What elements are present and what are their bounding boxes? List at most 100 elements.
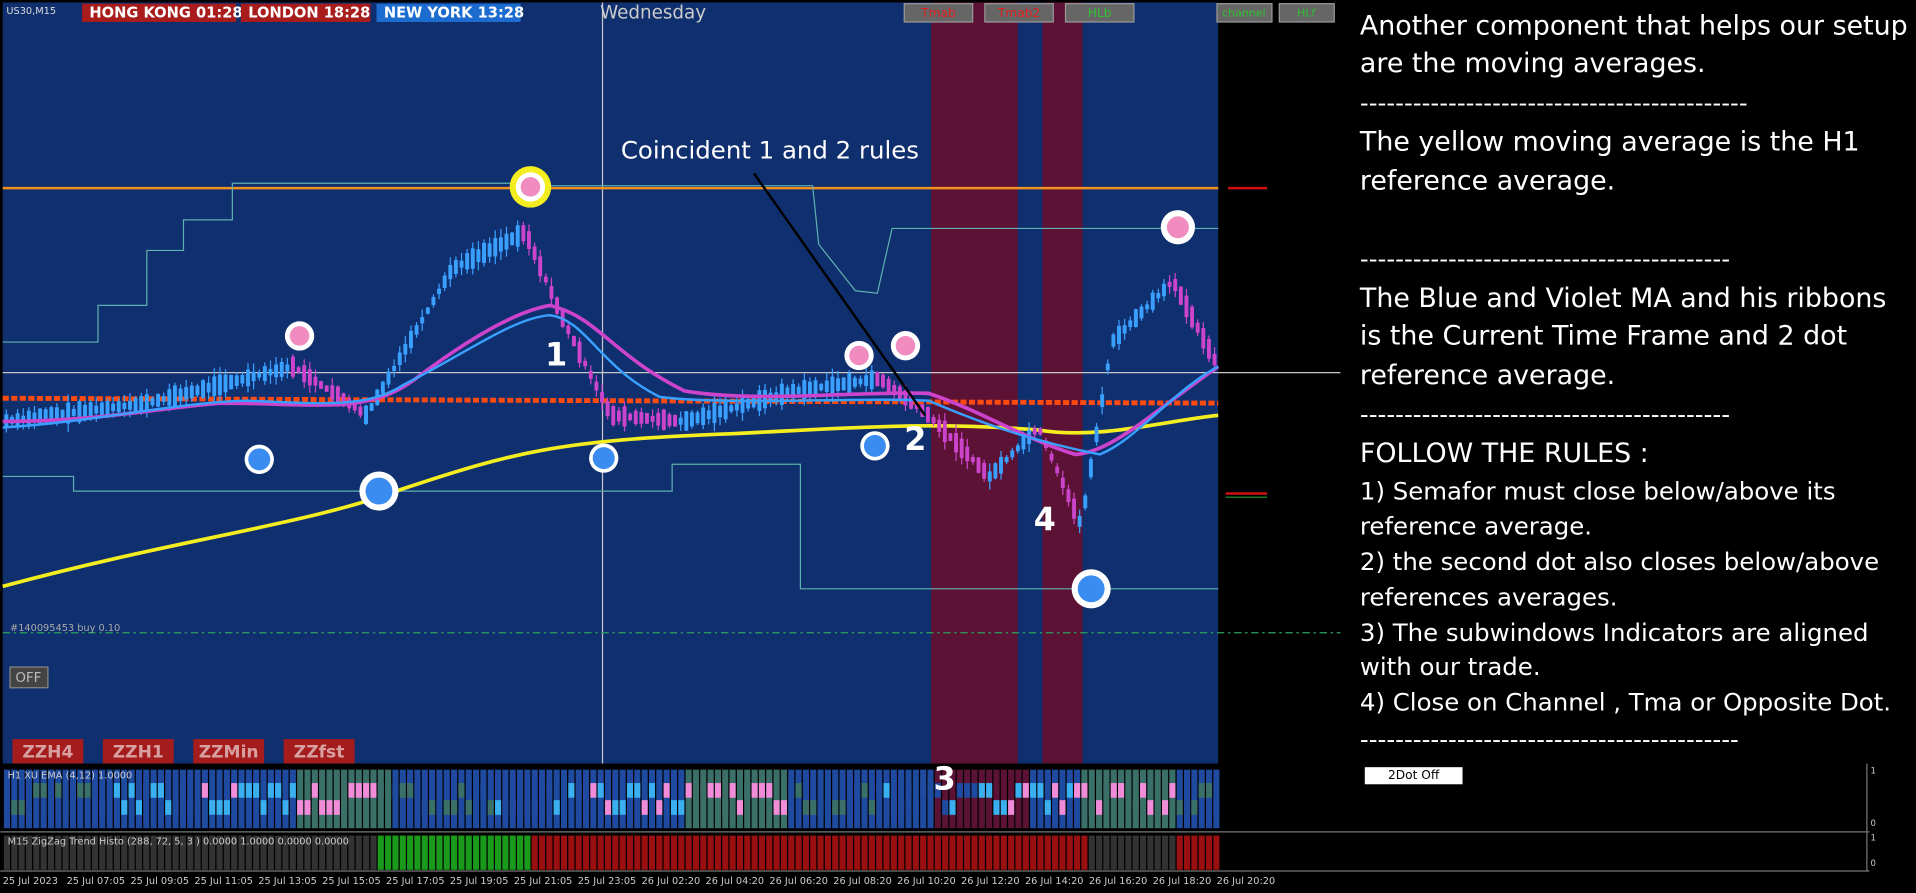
histo-bar [157, 769, 164, 829]
histo-bar [1044, 800, 1051, 815]
histo-bar [458, 769, 465, 829]
trend-bar [77, 835, 84, 870]
candle-body [588, 370, 593, 379]
zz-label[interactable]: ZZMin [199, 743, 259, 763]
histo-bar [473, 769, 480, 829]
toggle-label[interactable]: HLf [1297, 6, 1316, 19]
toggle-button[interactable] [1064, 3, 1135, 23]
candle-body [841, 377, 846, 391]
off-label[interactable]: OFF [15, 671, 41, 686]
trend-bar [363, 835, 370, 870]
candle-body [279, 361, 284, 377]
histo-bar [487, 769, 494, 829]
trend-bar [1110, 835, 1117, 870]
candle-body [527, 231, 531, 249]
candle-body [600, 392, 604, 403]
histo-bar [495, 800, 502, 815]
candle-body [712, 403, 717, 424]
zz-button[interactable] [193, 739, 265, 764]
histo-bar [223, 800, 230, 815]
toggle-button[interactable] [1216, 3, 1273, 23]
candle-body [1111, 334, 1116, 347]
order-label: #140095453 buy 0.10 [10, 623, 120, 634]
toggle-button[interactable] [903, 3, 974, 23]
histo-bar [201, 783, 208, 798]
trend-bar [1066, 835, 1073, 870]
toggle-label[interactable]: HLb [1088, 6, 1112, 20]
histo-bar [172, 769, 179, 829]
histo-bar [260, 769, 267, 829]
histo-bar [538, 800, 546, 815]
candle-body [116, 401, 121, 413]
histo-bar [1154, 800, 1161, 815]
histo-bar [363, 783, 370, 798]
candle-body [1139, 306, 1144, 319]
candle-body [566, 325, 571, 334]
zz-button[interactable] [102, 739, 174, 764]
note-line: The yellow moving average is the H1 [1359, 126, 1860, 157]
trend-bar [25, 835, 33, 870]
candle-body [1156, 292, 1161, 299]
histo-bar [429, 769, 436, 829]
candle-body [99, 402, 104, 416]
candle-body [1083, 495, 1088, 509]
histo-bar [780, 800, 787, 815]
histo-bar [458, 783, 465, 798]
trend-bar [201, 835, 208, 870]
candle-body [296, 367, 301, 373]
dot-button[interactable] [1364, 767, 1463, 785]
tma-band [931, 2, 1018, 764]
trend-bar [1191, 835, 1198, 870]
candle-body [448, 265, 453, 280]
candle-body [779, 383, 784, 406]
histo-bar [729, 783, 736, 798]
histo-bar [267, 783, 274, 798]
histo-bar [1162, 769, 1169, 829]
clock: LONDON 18:28 [248, 4, 370, 21]
histo-bar [1191, 800, 1198, 815]
histo-bar [1015, 769, 1022, 829]
histo-bar [1096, 769, 1103, 829]
histo-bar [47, 769, 55, 829]
histo-bar [238, 783, 245, 798]
histo-bar [480, 783, 487, 798]
candle-body [38, 408, 43, 425]
trend-bar [1162, 835, 1169, 870]
off-button[interactable] [9, 666, 49, 689]
histo-bar [663, 769, 670, 829]
histo-bar [597, 783, 604, 798]
toggle-label[interactable]: Tmab [920, 6, 956, 20]
zz-label[interactable]: ZZH1 [113, 743, 164, 763]
toggle-button[interactable] [1278, 3, 1335, 23]
candle-body [852, 377, 857, 387]
candle-body [830, 376, 835, 395]
toggle-label[interactable]: Tmab2 [997, 6, 1040, 20]
histo-bar [1022, 783, 1029, 798]
candle-body [571, 335, 576, 347]
zz-button[interactable] [12, 739, 84, 764]
toggle-button[interactable] [984, 3, 1054, 23]
candle-body [420, 317, 425, 324]
histo-bar [414, 783, 421, 798]
histo-bar [25, 769, 33, 829]
histo-bar [209, 800, 216, 815]
zz-button[interactable] [283, 739, 355, 764]
candle-body [324, 385, 329, 392]
toggle-label[interactable]: channel [1222, 6, 1265, 19]
zz-label[interactable]: ZZfst [294, 743, 345, 763]
histo-bar [1198, 783, 1205, 798]
histo-bar [692, 783, 700, 798]
dot-button-label[interactable]: 2Dot Off [1388, 768, 1440, 782]
candle-body [341, 393, 346, 407]
trend-bar [1103, 835, 1110, 870]
histo-bar [84, 783, 91, 798]
candle-body [661, 409, 666, 430]
zz-label[interactable]: ZZH4 [22, 743, 73, 763]
candle-body [133, 398, 138, 412]
histo-bar [597, 769, 604, 829]
histo-bar [77, 769, 84, 829]
histo-bar [1037, 783, 1044, 798]
histo-bar [560, 769, 568, 829]
candle-body [1206, 339, 1211, 359]
histo-bar [832, 769, 839, 829]
